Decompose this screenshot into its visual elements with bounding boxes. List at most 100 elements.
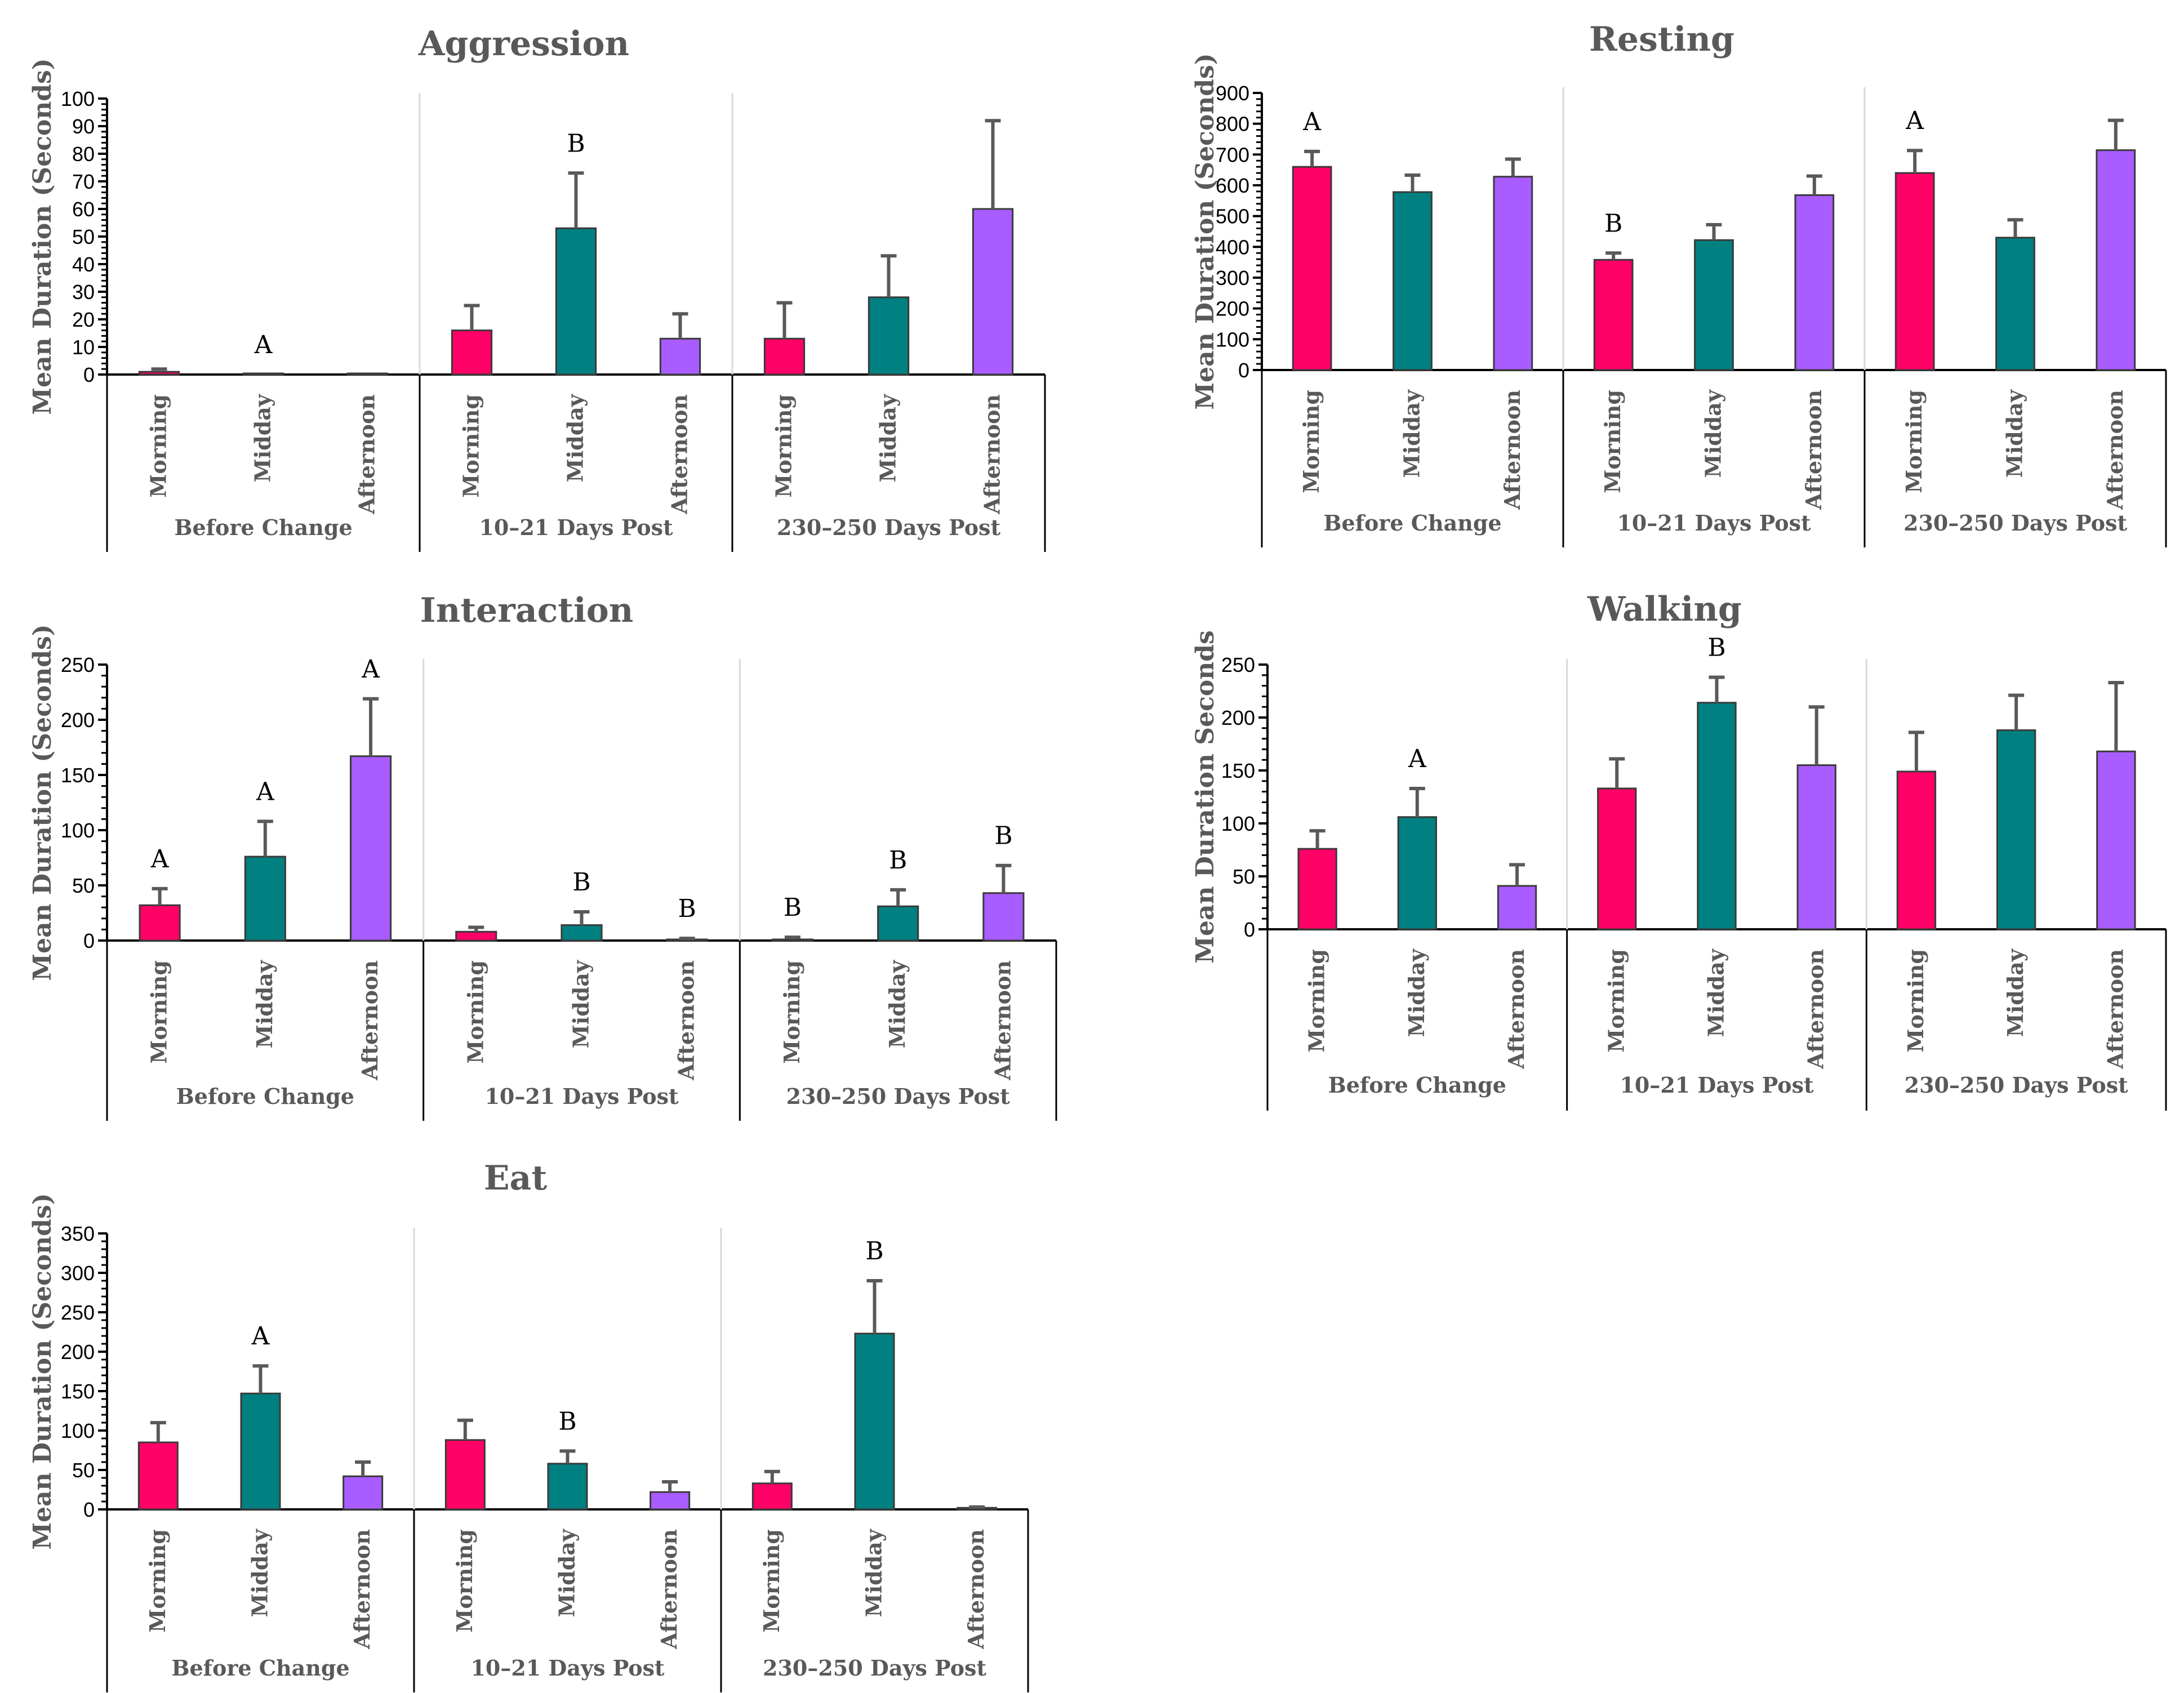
y-axis-label: Mean Duration (Seconds): [1191, 53, 1220, 409]
group-label: 230–250 Days Post: [777, 515, 1000, 540]
significance-letter: B: [784, 893, 802, 922]
bar-morning: [451, 329, 493, 376]
group-label: Before Change: [171, 1655, 349, 1681]
y-axis-label: Mean Duration (Seconds): [28, 58, 57, 415]
x-tick-label: Midday: [247, 1529, 273, 1617]
bar-morning: [138, 371, 180, 376]
x-tick-label: Afternoon: [2102, 390, 2128, 510]
bar-morning: [1297, 848, 1337, 930]
bar-midday: [1995, 237, 2035, 371]
bar-morning: [455, 930, 497, 942]
chart-title: Eat: [484, 1159, 548, 1198]
y-tick-label: 350: [61, 1222, 95, 1245]
significance-letter: B: [678, 894, 696, 923]
y-tick-label: 20: [72, 308, 95, 331]
chart-panel-walking: Walking Mean Duration Seconds 0 50 100 150 200…: [1191, 590, 2167, 1111]
x-tick-label: Midday: [2003, 948, 2028, 1037]
x-tick-label: Midday: [563, 394, 588, 482]
significance-letter: B: [572, 868, 590, 897]
y-tick-label: 10: [72, 336, 95, 359]
x-tick-label: Morning: [146, 394, 171, 498]
x-tick-label: Afternoon: [963, 1529, 989, 1650]
y-tick-label: 50: [72, 225, 95, 248]
bar-afternoon: [972, 208, 1014, 376]
bar-afternoon: [659, 337, 701, 376]
x-tick-label: Afternoon: [1803, 949, 1829, 1070]
bar-midday: [244, 856, 286, 942]
y-tick-label: 60: [72, 198, 95, 221]
x-tick-label: Morning: [1304, 949, 1329, 1053]
bar-morning: [139, 904, 181, 942]
group-label: Before Change: [174, 515, 352, 540]
bar-afternoon: [342, 1475, 384, 1511]
group-label: 230–250 Days Post: [1903, 510, 2127, 536]
significance-letter: B: [994, 822, 1012, 850]
x-tick-label: Midday: [1703, 948, 1729, 1037]
bar-midday: [561, 924, 603, 942]
y-tick-label: 100: [1221, 812, 1255, 835]
y-axis-label: Mean Duration (Seconds): [28, 624, 57, 981]
y-tick-label: 800: [1216, 113, 1249, 136]
y-axis-label: Mean Duration Seconds: [1191, 630, 1220, 964]
x-tick-label: Morning: [459, 394, 484, 498]
x-tick-label: Afternoon: [667, 394, 692, 515]
y-tick-label: 0: [83, 1498, 95, 1521]
y-tick-label: 0: [83, 929, 95, 952]
y-tick-label: 250: [61, 1301, 95, 1324]
y-tick-label: 200: [1216, 297, 1249, 320]
y-tick-label: 50: [72, 1459, 95, 1482]
y-tick-label: 500: [1216, 205, 1249, 228]
bar-morning: [771, 938, 814, 942]
y-tick-label: 600: [1216, 174, 1249, 197]
group-label: Before Change: [176, 1084, 354, 1109]
x-tick-label: Midday: [252, 960, 277, 1048]
chart-title: Aggression: [418, 24, 629, 64]
bar-afternoon: [650, 1491, 691, 1511]
significance-letter: A: [1905, 106, 1924, 135]
y-tick-label: 100: [61, 819, 95, 842]
y-tick-label: 200: [1221, 706, 1255, 729]
x-tick-label: Morning: [759, 1529, 784, 1633]
x-tick-label: Midday: [1701, 389, 1726, 478]
bar-afternoon: [2096, 149, 2136, 371]
x-tick-label: Midday: [568, 960, 594, 1048]
group-label: 10–21 Days Post: [479, 515, 673, 540]
x-tick-label: Afternoon: [354, 394, 380, 515]
chart-panel-aggression: Aggression Mean Duration (Seconds) 0 10 20 30…: [28, 24, 1046, 552]
significance-letter: A: [251, 1322, 270, 1351]
y-tick-label: 250: [61, 653, 95, 676]
y-tick-label: 300: [1216, 266, 1249, 289]
x-tick-label: Afternoon: [990, 960, 1015, 1081]
chart-title: Walking: [1587, 590, 1742, 629]
group-label: Before Change: [1328, 1072, 1506, 1098]
y-tick-label: 150: [1221, 759, 1255, 782]
bar-midday: [1397, 816, 1438, 930]
bar-midday: [854, 1333, 895, 1511]
x-tick-label: Midday: [861, 1529, 887, 1617]
bar-midday: [1697, 702, 1737, 930]
bar-midday: [868, 296, 910, 376]
x-tick-label: Morning: [779, 960, 804, 1064]
bar-afternoon: [346, 372, 389, 376]
x-tick-label: Afternoon: [656, 1529, 682, 1650]
significance-letter: B: [1604, 209, 1622, 238]
bar-morning: [1597, 787, 1637, 930]
x-tick-label: Afternoon: [980, 394, 1005, 515]
significance-letter: B: [1707, 634, 1725, 662]
y-tick-label: 700: [1216, 143, 1249, 166]
bar-afternoon: [2096, 750, 2136, 930]
bar-morning: [137, 1441, 179, 1511]
x-tick-label: Midday: [2002, 389, 2027, 478]
x-tick-label: Morning: [1603, 949, 1629, 1053]
chart-title: Resting: [1589, 20, 1734, 59]
chart-title: Interaction: [420, 591, 634, 630]
x-tick-label: Afternoon: [2102, 949, 2128, 1070]
y-tick-label: 80: [72, 142, 95, 166]
bar-afternoon: [1796, 764, 1836, 930]
bar-morning: [1896, 770, 1937, 930]
bar-midday: [555, 227, 597, 376]
group-label: Before Change: [1323, 510, 1501, 536]
y-tick-label: 150: [61, 764, 95, 787]
significance-letter: A: [256, 777, 275, 806]
x-tick-label: Morning: [1600, 390, 1625, 493]
